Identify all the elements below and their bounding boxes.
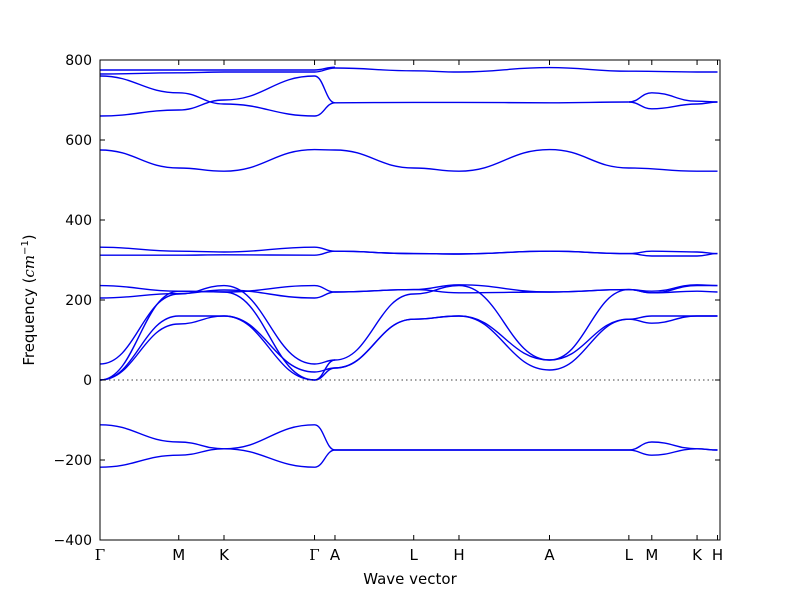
- y-tick-label: 600: [65, 133, 92, 149]
- kpoint-label-10: K: [692, 546, 703, 564]
- phonon-branch-14: [99, 290, 718, 381]
- y-tick-label: 800: [65, 53, 92, 69]
- phonon-branch-10: [99, 250, 718, 257]
- kpoint-label-6: H: [453, 546, 464, 564]
- kpoint-label-1: M: [172, 546, 185, 564]
- phonon-branch-7: [628, 101, 718, 110]
- kpoint-label-8: L: [625, 546, 634, 564]
- phonon-branch-2: [99, 75, 336, 117]
- y-tick-label: −400: [54, 533, 92, 549]
- y-axis-label-text: Frequency (: [20, 278, 38, 366]
- series-layer: [99, 66, 718, 468]
- plot-frame: [99, 59, 721, 541]
- phonon-branch-4: [100, 66, 335, 71]
- y-axis-label: Frequency (cm−1): [20, 234, 38, 365]
- kpoint-label-4: A: [330, 546, 341, 564]
- phonon-branch-15: [99, 315, 336, 381]
- y-tick-label: 200: [65, 293, 92, 309]
- kpoint-label-3: Γ: [309, 546, 319, 564]
- phonon-branch-3: [99, 66, 718, 75]
- phonon-branch-18: [99, 448, 718, 468]
- y-tick-label: −200: [54, 453, 92, 469]
- phonon-branch-8: [99, 148, 718, 172]
- y-axis-label-unit: cm: [20, 255, 38, 278]
- kpoint-label-9: M: [645, 546, 658, 564]
- y-axis: −400 −200 0 200 400 600 800: [54, 53, 720, 549]
- kpoint-label-0: Γ: [95, 546, 105, 564]
- phonon-branch-13: [99, 284, 718, 365]
- kpoint-label-7: A: [544, 546, 555, 564]
- kpoint-label-11: H: [712, 546, 723, 564]
- phonon-branch-1: [99, 75, 336, 117]
- phonon-branch-6: [628, 92, 718, 103]
- phonon-branch-5: [334, 101, 629, 104]
- phonon-branch-16: [99, 315, 718, 381]
- y-axis-label-close: ): [20, 234, 38, 240]
- kpoint-label-2: K: [219, 546, 230, 564]
- phonon-branch-17: [99, 424, 718, 451]
- x-axis-label: Wave vector: [363, 570, 457, 588]
- kpoint-label-5: L: [410, 546, 419, 564]
- y-axis-label-unit-exponent: −1: [20, 240, 31, 255]
- y-tick-label: 0: [83, 373, 92, 389]
- y-tick-label: 400: [65, 213, 92, 229]
